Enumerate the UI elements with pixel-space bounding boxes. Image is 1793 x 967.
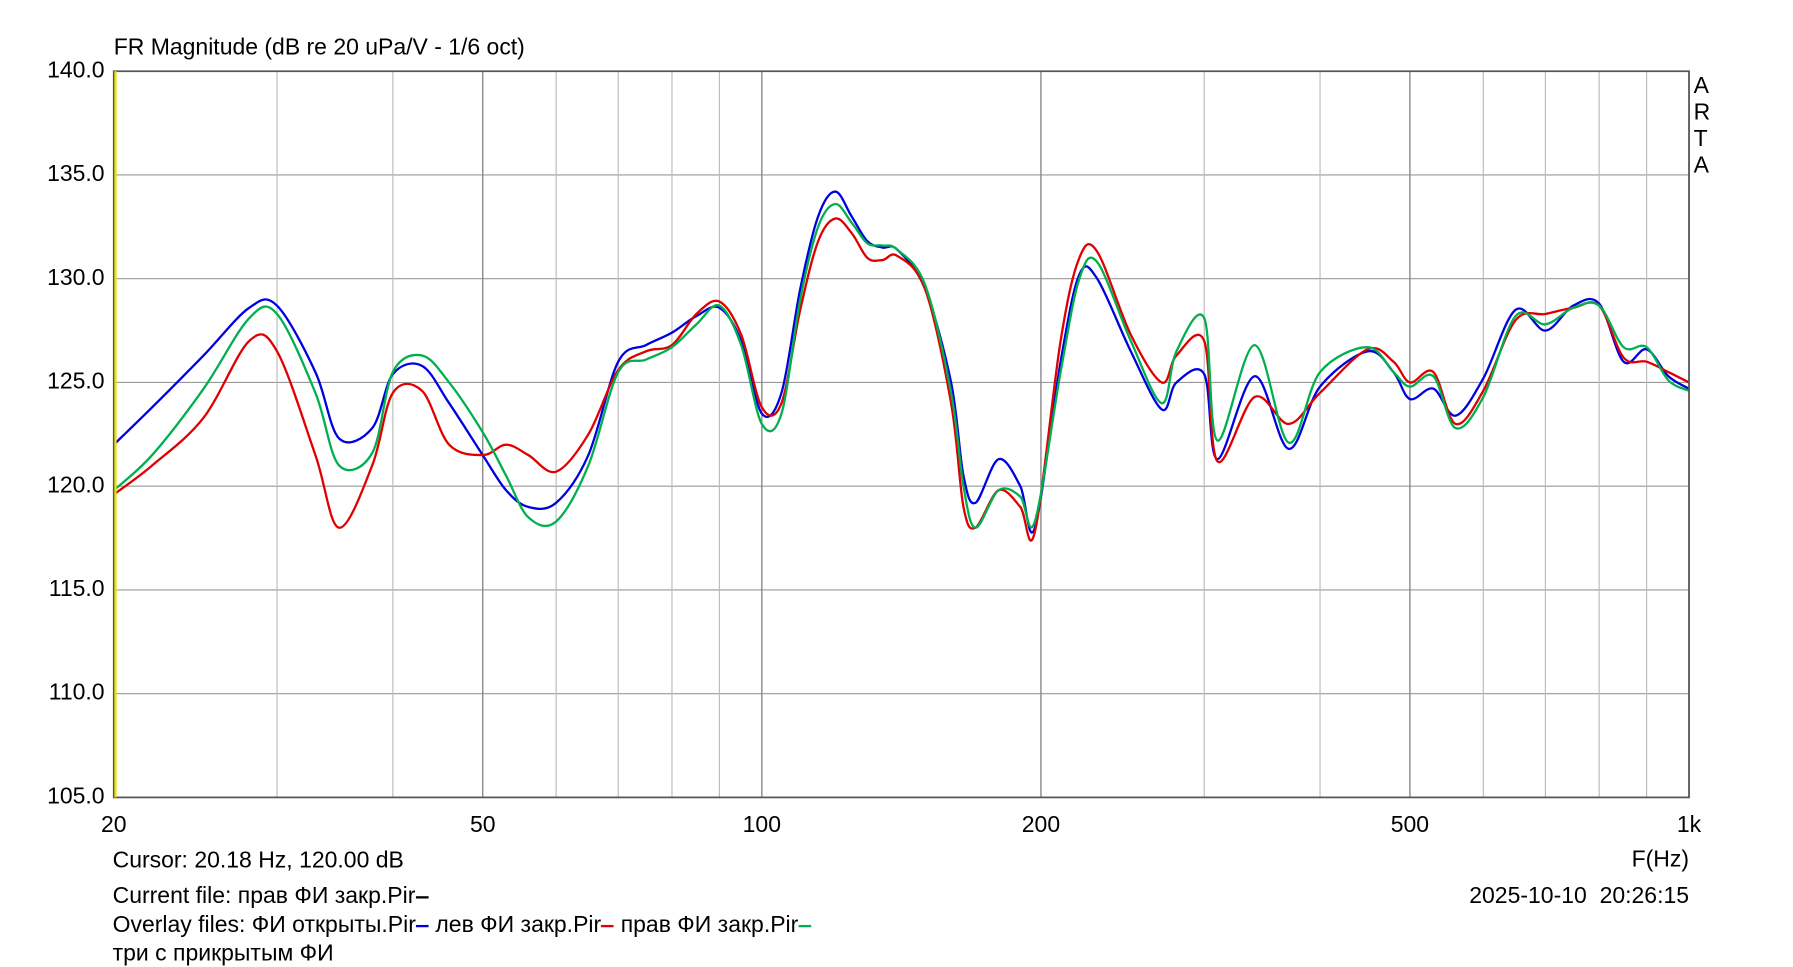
- brand: ARTA: [1693, 73, 1711, 179]
- series-line: [112, 190, 1690, 534]
- x-tick-label: 500: [1391, 811, 1429, 837]
- legend-swatch: [601, 924, 614, 927]
- current-file: Current file: прав ФИ закр.Pir: [113, 882, 435, 910]
- series-line: [112, 202, 1690, 529]
- legend-swatch: [798, 924, 811, 927]
- timestamp: 2025-10-10 20:26:15: [1469, 883, 1690, 909]
- chart-title: FR Magnitude (dB re 20 uPa/V - 1/6 oct): [114, 33, 525, 59]
- legend-swatch: [415, 895, 429, 899]
- y-tick-label: 125.0: [47, 368, 104, 394]
- y-tick-label: 120.0: [47, 471, 104, 497]
- overlay-set: три с прикрытым ФИ: [112, 941, 334, 967]
- cursor-readout: Cursor: 20.18 Hz, 120.00 dB: [112, 847, 404, 874]
- overlay-label: Overlay files:: [112, 912, 246, 938]
- x-tick-label: 100: [743, 811, 781, 837]
- y-tick-label: 130.0: [47, 264, 104, 290]
- legend-label: ФИ открыты.Pir: [251, 912, 416, 938]
- x-tick-label: 50: [470, 811, 496, 837]
- legend-label: лев ФИ закр.Pir: [435, 912, 602, 938]
- y-tick-label: 110.0: [49, 679, 105, 705]
- y-tick-label: 115.0: [49, 575, 105, 601]
- y-tick-label: 105.0: [47, 782, 104, 808]
- legend-label: прав ФИ закр.Pir: [620, 912, 799, 938]
- y-tick-label: 135.0: [47, 160, 104, 186]
- x-axis-label: F(Hz): [1632, 846, 1689, 872]
- x-tick-label: 20: [101, 811, 127, 837]
- series-line: [113, 217, 1690, 542]
- current-file-name: Current file: прав ФИ закр.Pir: [112, 883, 416, 909]
- x-tick-label: 1k: [1677, 811, 1702, 837]
- y-tick-label: 140.0: [47, 56, 104, 82]
- legend: Overlay files: ФИ открыты.Pir лев ФИ закр…: [113, 911, 818, 939]
- plot-frame: [112, 70, 1690, 799]
- x-tick-label: 200: [1022, 811, 1060, 837]
- legend-swatch: [415, 924, 429, 927]
